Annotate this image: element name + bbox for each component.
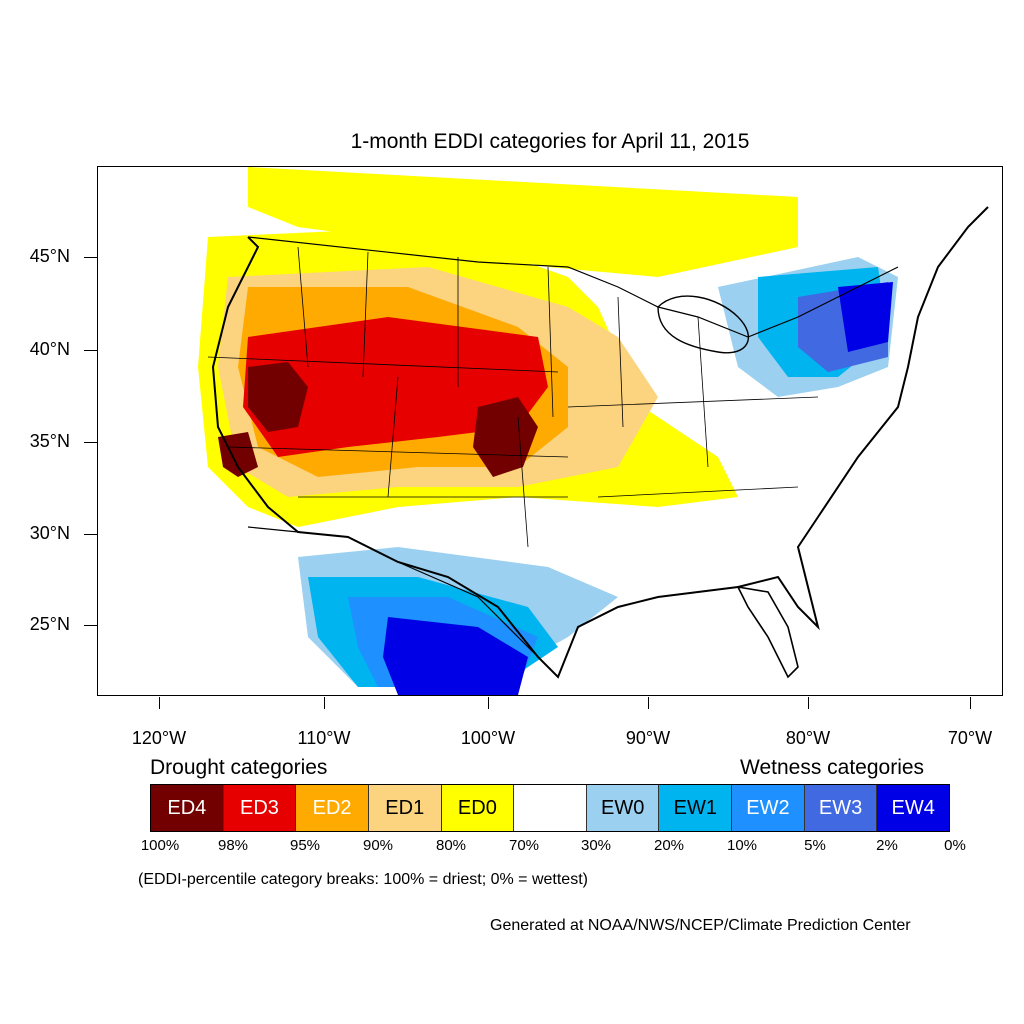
pct-label: 70%	[508, 837, 540, 854]
legend-cat-ed2: ED2	[296, 785, 369, 831]
legend-label-ed3: ED3	[240, 796, 279, 819]
legend-cat-ew3: EW3	[804, 785, 878, 831]
lat-tick-40	[84, 350, 98, 351]
map-panel	[97, 166, 1003, 696]
pct-label: 10%	[726, 837, 758, 854]
lat-tick-35	[84, 442, 98, 443]
ew4-south	[383, 617, 528, 695]
ed0-north-region	[248, 167, 798, 277]
drought-categories-title: Drought categories	[150, 756, 328, 779]
lat-tick-30	[84, 534, 98, 535]
great-lakes	[657, 295, 749, 354]
pct-label: 30%	[580, 837, 612, 854]
legend-label-ed2: ED2	[312, 796, 352, 819]
legend-label-ed1: ED1	[385, 796, 425, 819]
pct-label: 100%	[140, 837, 180, 854]
map-title: 1-month EDDI categories for April 11, 20…	[350, 130, 750, 153]
pct-label: 95%	[289, 837, 321, 854]
legend-cat-ed4: ED4	[151, 785, 224, 831]
pct-label: 5%	[804, 837, 826, 854]
lon-tick-110	[324, 697, 325, 709]
lon-label-70: 70°W	[947, 728, 993, 748]
ed4-region-ca	[218, 432, 258, 477]
pct-label: 2%	[876, 837, 898, 854]
wetness-categories-title: Wetness categories	[740, 756, 925, 779]
pct-label: 98%	[217, 837, 249, 854]
eddi-map	[198, 167, 989, 695]
lat-label-45: 45°N	[29, 246, 70, 266]
pct-label: 0%	[944, 837, 966, 854]
legend-cat-ew4: EW4	[877, 785, 950, 831]
lon-label-120: 120°W	[131, 728, 187, 748]
legend-cat-ed3: ED3	[223, 785, 297, 831]
lon-tick-80	[808, 697, 809, 709]
lat-label-40: 40°N	[29, 339, 70, 359]
lon-tick-100	[488, 697, 489, 709]
legend-label-ew3: EW3	[818, 796, 863, 819]
lat-label-30: 30°N	[29, 523, 70, 543]
lon-tick-70	[970, 697, 971, 709]
legend-color-bar: ED4 ED3 ED2 ED1 ED0 EW0 EW1 EW2 EW3 EW4	[150, 784, 950, 832]
canada-border	[247, 236, 899, 338]
legend-cat-ew1: EW1	[659, 785, 733, 831]
us-outline	[211, 206, 989, 679]
ew4-northeast	[838, 282, 893, 352]
legend-label-ew4: EW4	[891, 796, 935, 819]
ed4-region-great-basin	[248, 362, 308, 432]
lat-tick-25	[84, 625, 98, 626]
category-fill-layer	[198, 167, 898, 695]
mexico-border	[247, 526, 539, 658]
lon-label-90: 90°W	[625, 728, 671, 748]
legend-label-ew0: EW0	[600, 796, 645, 819]
lon-tick-120	[159, 697, 160, 709]
category-breaks-note: (EDDI-percentile category breaks: 100% =…	[138, 871, 588, 888]
legend-cat-ed1: ED1	[368, 785, 442, 831]
boundary-layer	[207, 206, 989, 679]
lat-tick-45	[84, 257, 98, 258]
ed4-region-kansas	[473, 397, 538, 477]
legend-cat-ed0: ED0	[441, 785, 515, 831]
lat-label-25: 25°N	[29, 614, 70, 634]
legend-cat-ew2: EW2	[732, 785, 805, 831]
lon-label-80: 80°W	[785, 728, 831, 748]
pct-label: 80%	[435, 837, 467, 854]
legend-label-ed4: ED4	[167, 796, 207, 819]
legend-cat-neutral	[514, 785, 587, 831]
credit-line: Generated at NOAA/NWS/NCEP/Climate Predi…	[490, 917, 911, 934]
state-lines	[207, 246, 819, 548]
lon-label-100: 100°W	[460, 728, 516, 748]
ed3-region	[243, 317, 548, 457]
lon-tick-90	[648, 697, 649, 709]
lat-label-35: 35°N	[29, 431, 70, 451]
pct-label: 90%	[362, 837, 394, 854]
legend-label-ew2: EW2	[746, 796, 790, 819]
pct-label: 20%	[653, 837, 685, 854]
lon-label-110: 110°W	[297, 728, 351, 748]
florida	[736, 585, 799, 679]
legend-cat-ew0: EW0	[586, 785, 660, 831]
legend-label-ew1: EW1	[673, 796, 717, 819]
legend-label-ed0: ED0	[457, 796, 497, 819]
